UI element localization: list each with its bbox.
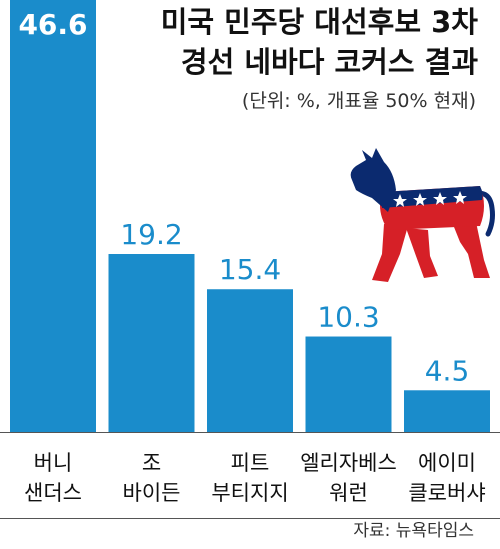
value-label-4: 4.5 bbox=[425, 354, 470, 387]
value-label-0: 46.6 bbox=[18, 8, 87, 41]
category-label-3-line-0: 엘리자베스 bbox=[300, 451, 397, 475]
category-label-3-line-1: 워런 bbox=[329, 481, 368, 505]
category-label-0-line-1: 샌더스 bbox=[24, 481, 82, 505]
chart-subtitle: (단위: %, 개표율 50% 현재) bbox=[241, 90, 476, 112]
bar-3 bbox=[305, 336, 392, 432]
category-label-4-line-0: 에이미 bbox=[418, 451, 476, 475]
value-label-1: 19.2 bbox=[120, 218, 182, 251]
value-label-2: 15.4 bbox=[219, 253, 281, 286]
category-label-1-line-1: 바이든 bbox=[123, 481, 181, 505]
category-label-4-line-1: 클로버샤 bbox=[408, 481, 485, 505]
bar-4 bbox=[404, 390, 490, 432]
bar-2 bbox=[207, 289, 293, 432]
bar-0 bbox=[10, 0, 96, 432]
category-label-1-line-0: 조 bbox=[142, 451, 161, 475]
category-label-2-line-0: 피트 bbox=[231, 451, 270, 475]
chart-title-line-1: 미국 민주당 대선후보 3차 bbox=[160, 5, 478, 39]
category-label-0-line-0: 버니 bbox=[34, 451, 73, 475]
category-label-2-line-1: 부티지지 bbox=[211, 481, 288, 505]
bars-group bbox=[10, 0, 490, 432]
chart-title: 미국 민주당 대선후보 3차 경선 네바다 코커스 결과 bbox=[161, 2, 478, 82]
value-label-3: 10.3 bbox=[317, 301, 379, 334]
chart-title-line-2: 경선 네바다 코커스 결과 bbox=[180, 45, 478, 79]
bar-1 bbox=[108, 254, 195, 432]
chart-source: 자료: 뉴욕타임스 bbox=[353, 521, 474, 541]
value-labels-group: 46.6 19.2 15.4 10.3 4.5 bbox=[18, 8, 469, 387]
democratic-donkey-icon bbox=[350, 148, 495, 282]
